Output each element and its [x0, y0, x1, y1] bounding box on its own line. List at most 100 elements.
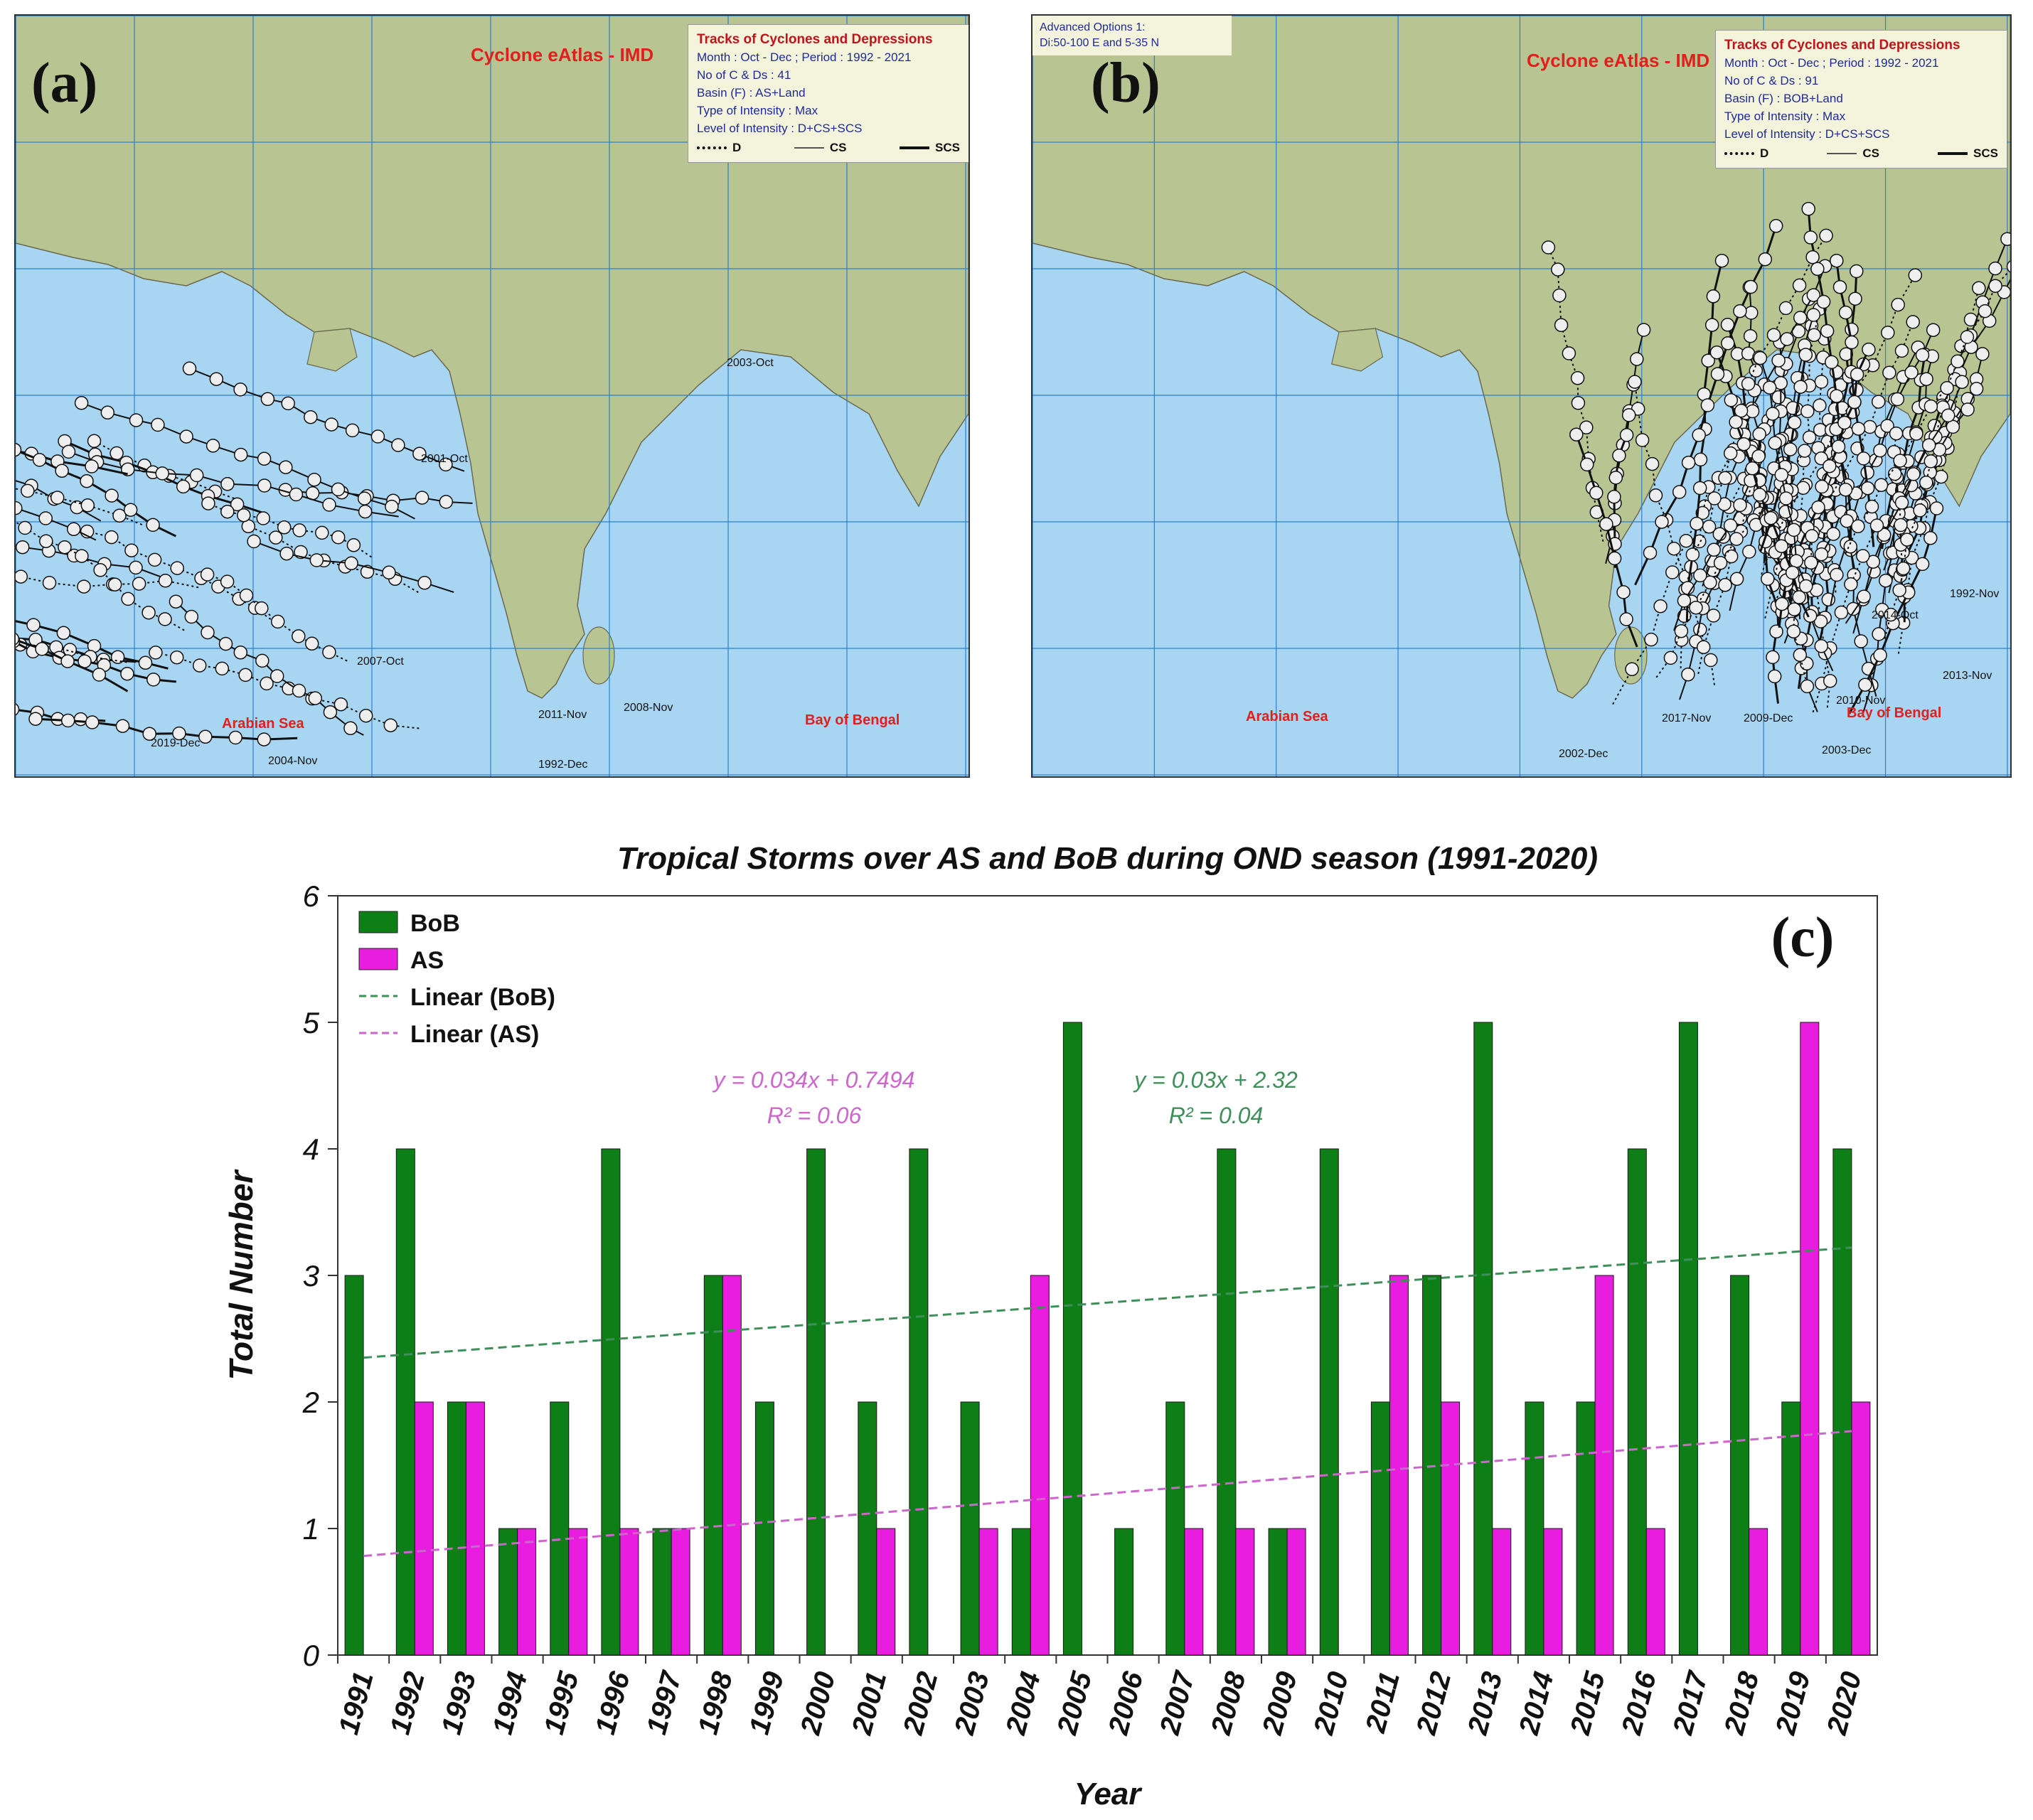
track-point [192, 658, 207, 673]
track-point [1702, 520, 1717, 534]
track-point [80, 498, 95, 513]
track-point [1713, 556, 1728, 570]
track-point [1803, 230, 1818, 245]
track-label: 2002-Dec [1559, 748, 1608, 760]
track-point [1890, 392, 1905, 407]
track-point [1801, 202, 1815, 216]
map-panel-b: Advanced Options 1: Di:50-100 E and 5-35… [1031, 14, 2012, 778]
track-point [1798, 444, 1812, 458]
track-point [1625, 662, 1639, 677]
track-point [1734, 404, 1749, 418]
track-point [124, 543, 139, 557]
track-point [343, 721, 358, 736]
track-point [391, 438, 405, 452]
track-point [1889, 426, 1904, 441]
cyclone-track [1729, 400, 1810, 618]
track-point [1608, 471, 1623, 485]
x-tick-label: 2006 [1102, 1668, 1149, 1738]
track-point [77, 579, 91, 594]
track-point [75, 549, 89, 563]
track-point [309, 553, 324, 567]
track-point [292, 683, 306, 698]
track-point [289, 487, 304, 502]
track-point [1806, 288, 1821, 302]
track-point [201, 625, 215, 640]
track-label: 2003-Dec [1822, 744, 1872, 756]
track-point [1704, 653, 1718, 668]
track-point [277, 520, 292, 535]
bar-as [1235, 1528, 1255, 1656]
track-point [39, 534, 53, 548]
track-point [257, 451, 272, 466]
track-point [1554, 318, 1569, 333]
track-point [1862, 419, 1877, 434]
track-point [1810, 262, 1825, 277]
track-point [218, 636, 233, 651]
track-point [1805, 250, 1820, 264]
bar-bob [1473, 1022, 1493, 1656]
track-point [1723, 446, 1738, 461]
track-point [269, 530, 283, 545]
y-tick-label: 4 [303, 1133, 319, 1166]
track-point [1744, 306, 1759, 320]
track-point [26, 618, 41, 632]
track-label: 2009-Dec [1744, 712, 1793, 724]
x-tick-label: 2011 [1360, 1669, 1406, 1736]
track-point [123, 503, 138, 517]
track-point [1628, 375, 1642, 389]
bar-as [722, 1275, 742, 1656]
track-point [1745, 461, 1760, 476]
bar-bob [652, 1528, 672, 1656]
track-point [1655, 515, 1669, 529]
track-point [93, 563, 107, 577]
x-tick-label: 2003 [949, 1669, 996, 1738]
track-label: 2003-Oct [727, 357, 774, 369]
track-point [60, 654, 75, 668]
track-point [142, 727, 156, 741]
track-point [1635, 433, 1650, 447]
track-point [1923, 399, 1938, 414]
track-point [172, 726, 186, 741]
legend-keys-a: D CS SCS [697, 139, 960, 156]
x-tick-label: 2016 [1616, 1668, 1663, 1738]
track-point [1820, 323, 1835, 338]
legend-line-b-4: Type of Intensity : Max [1724, 109, 1846, 123]
bar-as [465, 1401, 485, 1656]
bar-bob [909, 1148, 929, 1656]
track-point [158, 574, 173, 588]
track-point [1619, 612, 1633, 626]
track-point [292, 629, 306, 643]
track-point [32, 453, 47, 467]
track-label: 2004-Nov [268, 755, 318, 767]
x-tick-label: 1994 [487, 1669, 534, 1738]
track-point [1848, 291, 1862, 306]
track-point [1562, 346, 1576, 360]
legend-title-b: Tracks of Cyclones and Depressions [1724, 38, 1960, 53]
x-tick-label: 2002 [897, 1669, 944, 1738]
track-point [1877, 528, 1891, 542]
track-point [1880, 419, 1894, 433]
track-point [16, 443, 22, 457]
track-point [50, 491, 65, 505]
legend-key-cs: CS [1862, 146, 1879, 160]
track-point [147, 552, 162, 567]
bar-bob [1576, 1401, 1596, 1656]
track-point [1663, 651, 1678, 665]
track-point [1769, 624, 1783, 639]
track-point [1800, 404, 1815, 419]
x-tick-label: 2008 [1205, 1668, 1252, 1738]
track-point [1838, 305, 1853, 320]
track-point [247, 534, 261, 549]
plot-area [337, 895, 1878, 1656]
track-point [1856, 549, 1870, 563]
track-point [1871, 395, 1886, 409]
track-point [260, 392, 275, 407]
cyclone-track [1835, 429, 1877, 697]
track-label: 1992-Nov [1950, 588, 2000, 600]
bar-as [1543, 1528, 1563, 1656]
track-point [1851, 422, 1866, 436]
track-point [1599, 517, 1613, 531]
track-point [170, 561, 184, 575]
track-point [1843, 540, 1858, 554]
track-point [1774, 539, 1789, 553]
